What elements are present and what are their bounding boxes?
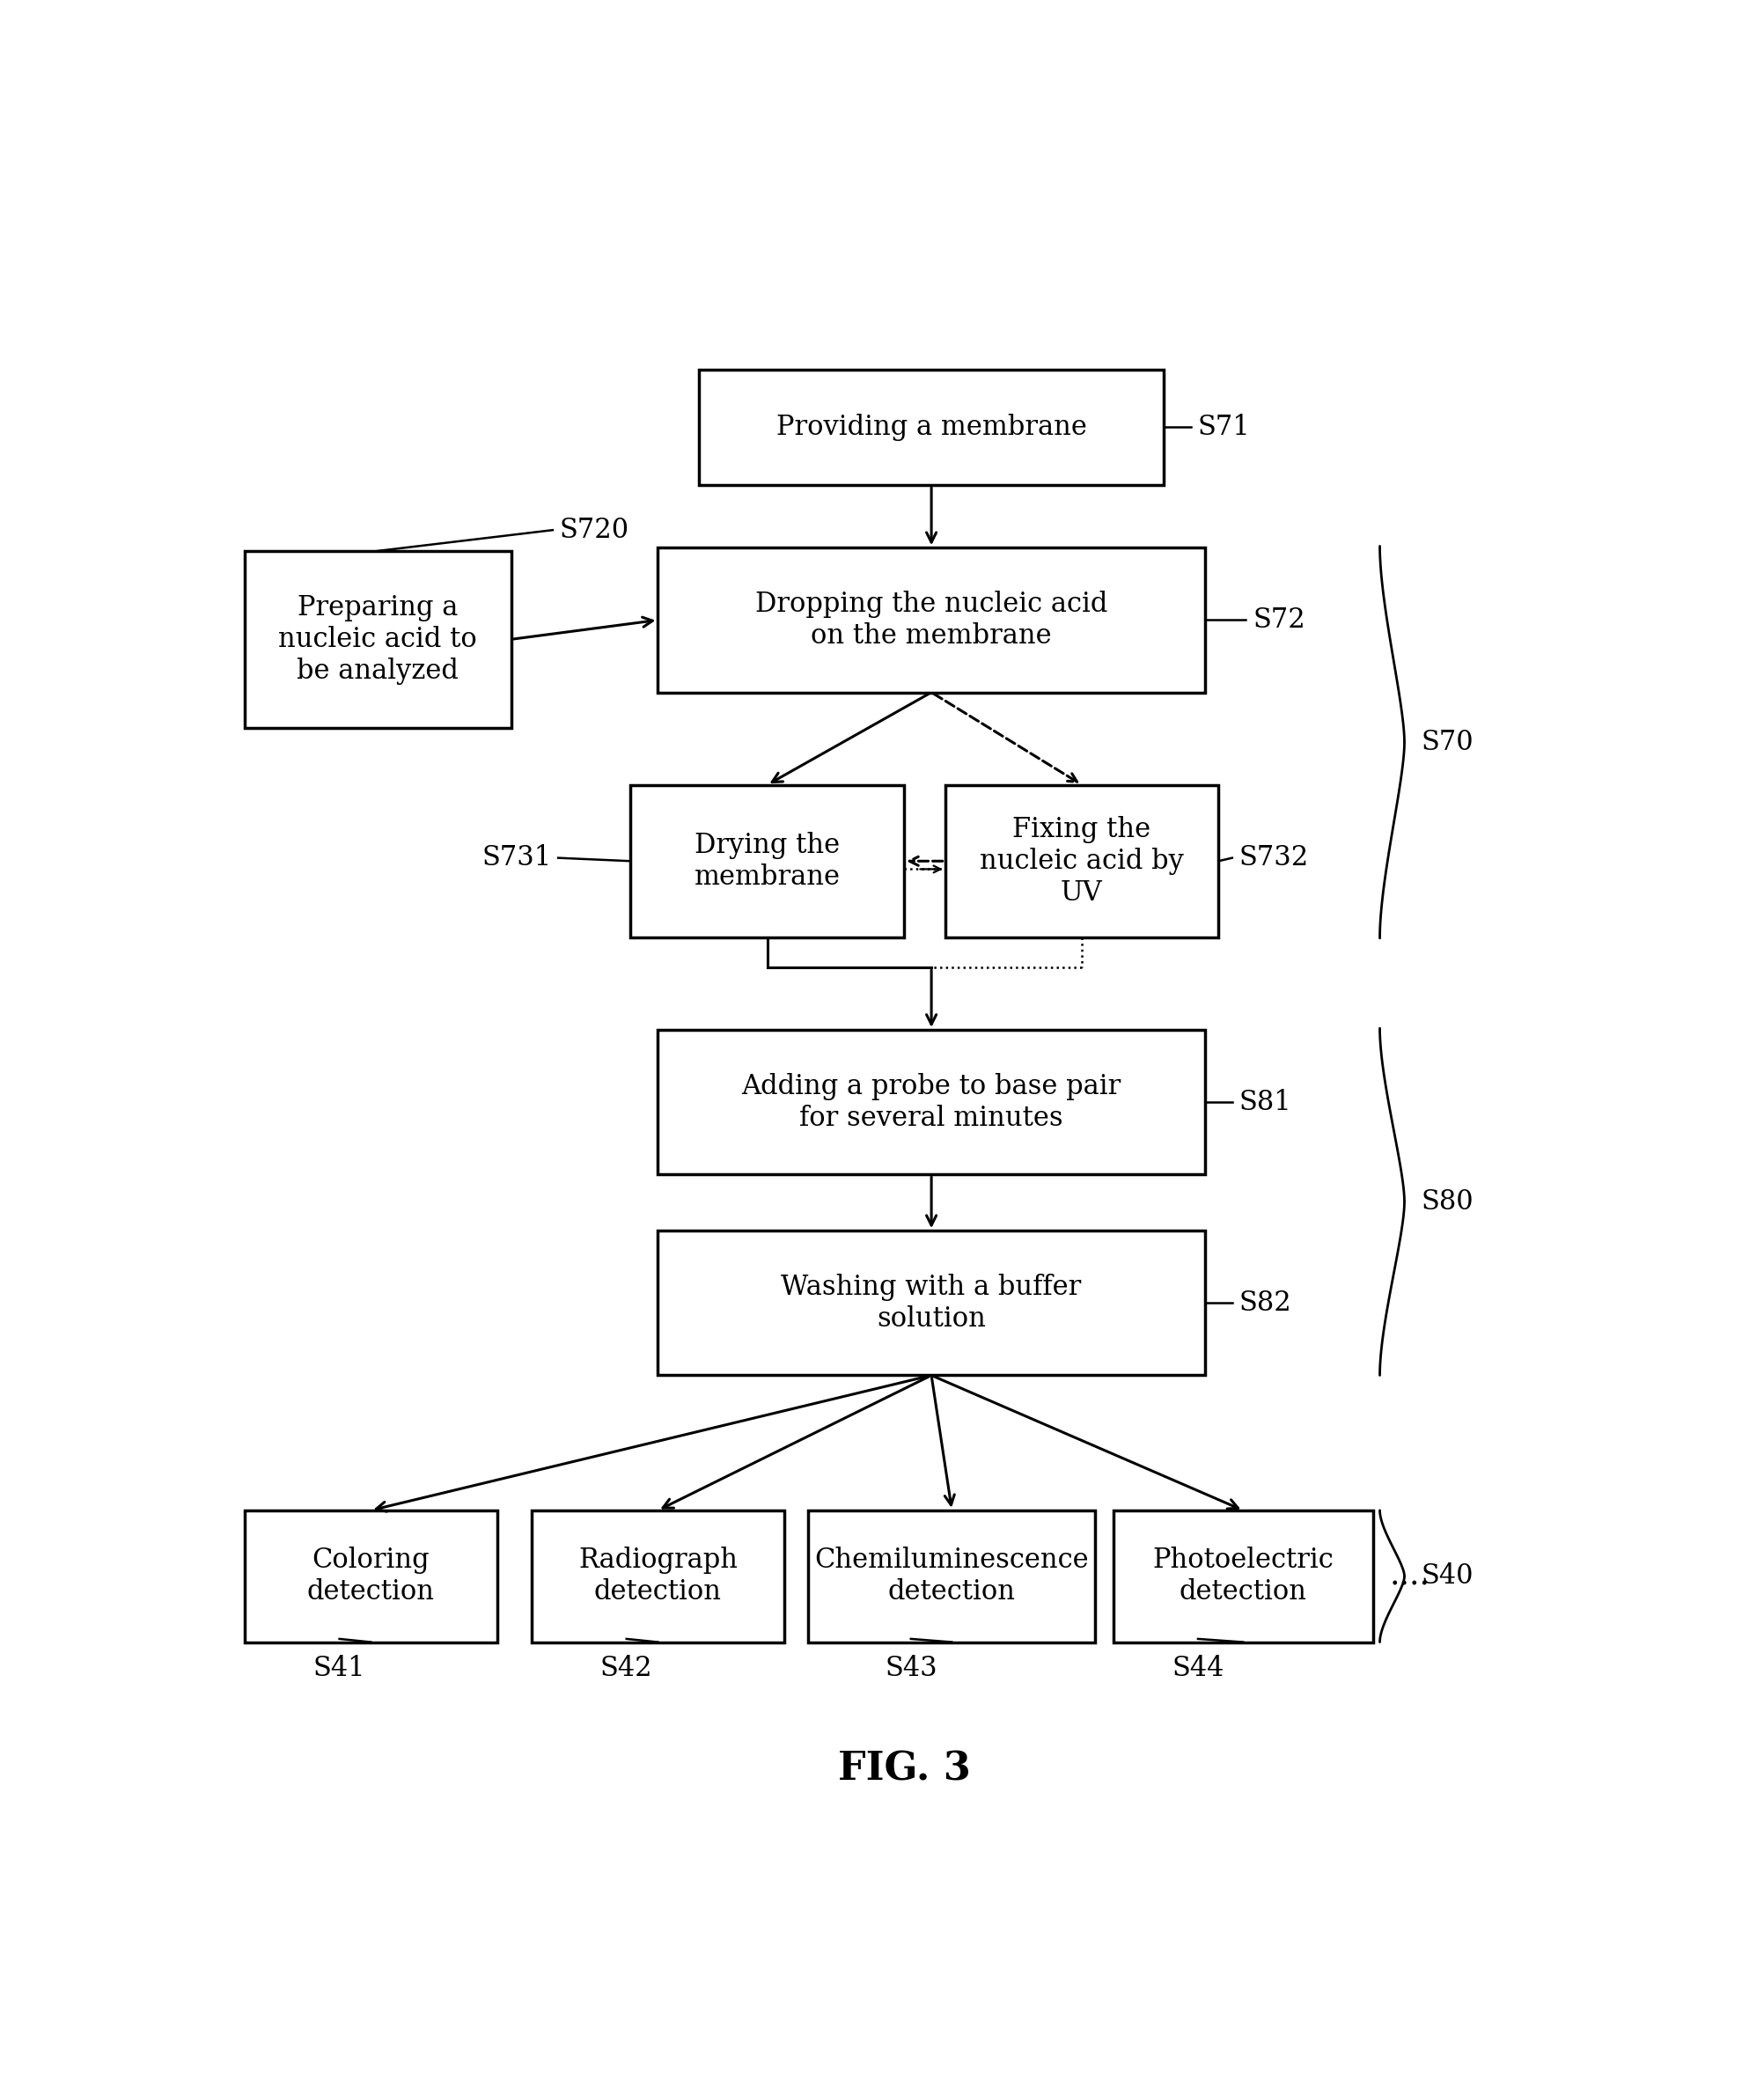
Text: Coloring
detection: Coloring detection: [307, 1546, 434, 1605]
FancyBboxPatch shape: [245, 1511, 497, 1642]
Text: S71: S71: [1198, 413, 1251, 440]
Text: Photoelectric
detection: Photoelectric detection: [1152, 1546, 1334, 1605]
FancyBboxPatch shape: [808, 1511, 1095, 1642]
FancyBboxPatch shape: [1113, 1511, 1372, 1642]
Text: Preparing a
nucleic acid to
be analyzed: Preparing a nucleic acid to be analyzed: [279, 595, 476, 685]
FancyBboxPatch shape: [699, 369, 1164, 484]
Text: S70: S70: [1420, 728, 1473, 755]
Text: S82: S82: [1238, 1290, 1291, 1317]
Text: Radiograph
detection: Radiograph detection: [579, 1546, 737, 1605]
Text: S40: S40: [1420, 1563, 1473, 1590]
FancyBboxPatch shape: [531, 1511, 785, 1642]
Text: Fixing the
nucleic acid by
UV: Fixing the nucleic acid by UV: [979, 816, 1184, 906]
Text: Drying the
membrane: Drying the membrane: [695, 833, 840, 891]
Text: Dropping the nucleic acid
on the membrane: Dropping the nucleic acid on the membran…: [755, 591, 1108, 649]
FancyBboxPatch shape: [245, 551, 512, 728]
Text: Chemiluminescence
detection: Chemiluminescence detection: [815, 1546, 1088, 1605]
Text: S80: S80: [1420, 1188, 1473, 1215]
Text: Providing a membrane: Providing a membrane: [776, 413, 1087, 440]
Text: S44: S44: [1171, 1655, 1224, 1682]
Text: Washing with a buffer
solution: Washing with a buffer solution: [781, 1273, 1081, 1332]
Text: S720: S720: [559, 515, 630, 545]
Text: S72: S72: [1252, 607, 1305, 634]
FancyBboxPatch shape: [946, 785, 1219, 937]
Text: S81: S81: [1238, 1089, 1291, 1117]
Text: S731: S731: [482, 845, 552, 872]
Text: S732: S732: [1238, 845, 1309, 872]
Text: S42: S42: [600, 1655, 653, 1682]
FancyBboxPatch shape: [658, 547, 1205, 693]
Text: ....: ....: [1390, 1561, 1431, 1590]
Text: FIG. 3: FIG. 3: [838, 1751, 970, 1789]
Text: Adding a probe to base pair
for several minutes: Adding a probe to base pair for several …: [741, 1073, 1122, 1131]
FancyBboxPatch shape: [658, 1029, 1205, 1175]
FancyBboxPatch shape: [658, 1231, 1205, 1375]
FancyBboxPatch shape: [632, 785, 905, 937]
Text: S41: S41: [314, 1655, 365, 1682]
Text: S43: S43: [884, 1655, 937, 1682]
